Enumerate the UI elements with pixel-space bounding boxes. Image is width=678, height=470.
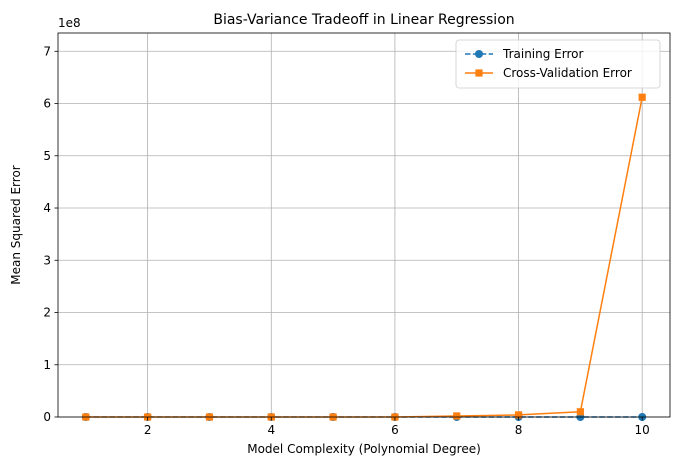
y-tick-label: 5 — [43, 149, 51, 163]
chart-title: Bias-Variance Tradeoff in Linear Regress… — [213, 12, 514, 28]
x-tick-label: 2 — [144, 423, 152, 437]
y-tick-label: 0 — [43, 410, 51, 424]
grid — [58, 33, 670, 418]
y-tick-label: 6 — [43, 97, 51, 111]
x-tick-label: 10 — [635, 423, 650, 437]
data-point — [453, 412, 461, 420]
y-tick-label: 7 — [43, 44, 51, 58]
legend-box — [455, 39, 661, 89]
data-point — [638, 93, 646, 101]
legend: Training Error Cross-Validation Error — [455, 39, 661, 89]
data-point — [514, 411, 523, 419]
x-tick-label: 6 — [391, 423, 399, 437]
legend-marker — [475, 50, 483, 58]
legend-label: Cross-Validation Error — [503, 66, 632, 80]
plot-frame — [57, 32, 671, 418]
x-axis-label: Model Complexity (Polynomial Degree) — [247, 442, 481, 456]
legend-label: Training Error — [502, 47, 583, 61]
y-tick-label: 4 — [43, 201, 51, 215]
y-tick-label: 1 — [43, 358, 51, 372]
y-tick-label: 3 — [43, 253, 51, 267]
legend-marker — [475, 69, 483, 77]
x-tick-label: 4 — [267, 423, 275, 437]
x-tick-label: 8 — [515, 423, 523, 437]
data-point — [576, 408, 584, 416]
y-axis-label: Mean Squared Error — [9, 165, 23, 285]
ticks: 2 4 6 8 10 0 1 2 3 4 5 6 7 — [43, 44, 649, 437]
y-tick-label: 2 — [43, 306, 51, 320]
y-offset-label: 1e8 — [58, 16, 81, 30]
